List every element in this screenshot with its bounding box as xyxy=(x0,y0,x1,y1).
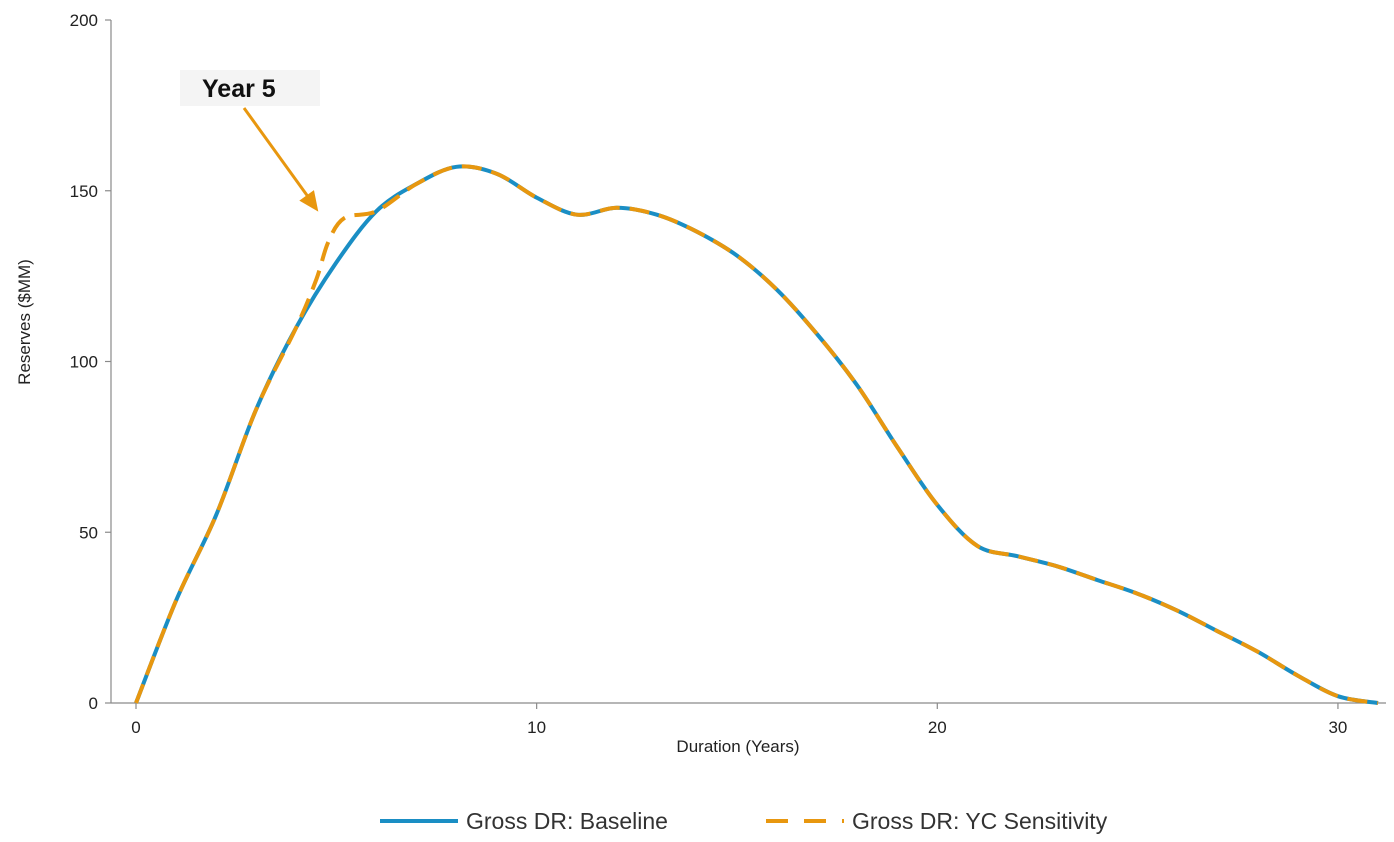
x-tick-label: 20 xyxy=(928,718,947,737)
annotation-box xyxy=(180,70,320,106)
annotation-label: Year 5 xyxy=(202,75,276,103)
y-tick-label: 50 xyxy=(79,523,98,542)
annotation-arrow-head xyxy=(299,190,319,212)
y-tick-label: 150 xyxy=(70,182,98,201)
legend: Gross DR: Baseline Gross DR: YC Sensitivi… xyxy=(380,808,1108,834)
ticks: 0 50 100 150 200 0 10 20 30 xyxy=(70,11,1348,737)
x-tick-label: 30 xyxy=(1328,718,1347,737)
legend-label-baseline: Gross DR: Baseline xyxy=(466,808,668,834)
series-line-baseline xyxy=(134,164,1379,705)
y-axis-title: Reserves ($MM) xyxy=(15,259,34,385)
legend-label-yc-sensitivity: Gross DR: YC Sensitivity xyxy=(852,808,1108,834)
y-tick-label: 0 xyxy=(89,694,98,713)
annotation: Year 5 xyxy=(180,70,320,212)
annotation-arrow-line xyxy=(242,107,314,204)
series-line-yc-sensitivity xyxy=(134,164,1379,705)
series xyxy=(134,164,1379,705)
axes xyxy=(110,20,1386,704)
x-tick-label: 10 xyxy=(527,718,546,737)
y-tick-label: 200 xyxy=(70,11,98,30)
x-tick-label: 0 xyxy=(131,718,140,737)
x-axis-title: Duration (Years) xyxy=(676,737,799,756)
y-tick-label: 100 xyxy=(70,353,98,372)
